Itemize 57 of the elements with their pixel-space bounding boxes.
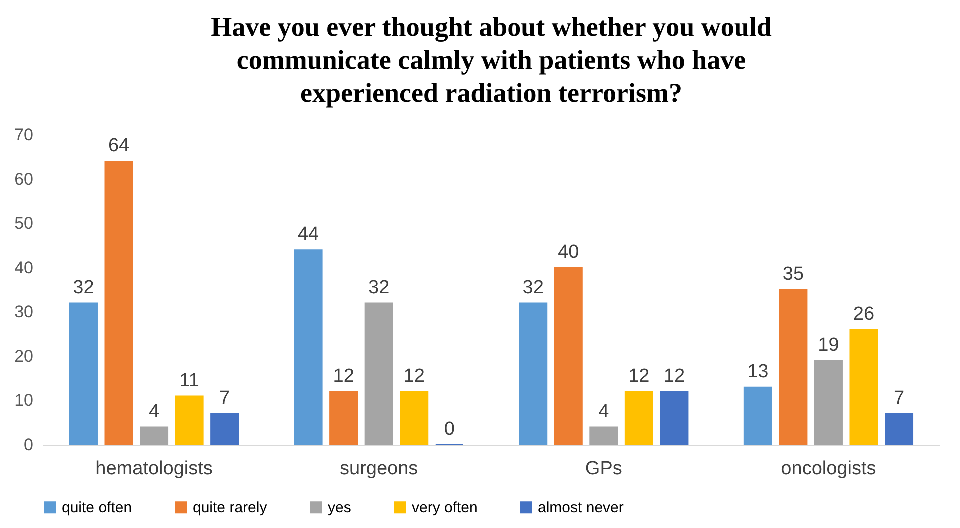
x-tick-label: surgeons bbox=[340, 458, 418, 480]
bar bbox=[175, 396, 204, 446]
y-tick-label: 30 bbox=[14, 302, 34, 322]
data-label: 12 bbox=[628, 366, 650, 387]
y-tick-label: 0 bbox=[24, 436, 34, 454]
bar bbox=[294, 250, 323, 446]
bar bbox=[519, 302, 548, 446]
bar bbox=[554, 267, 583, 446]
legend-label: almost never bbox=[538, 500, 624, 517]
data-label: 32 bbox=[368, 277, 390, 298]
bar bbox=[400, 391, 429, 446]
bar bbox=[660, 391, 689, 446]
bar bbox=[330, 391, 358, 446]
x-tick-label: GPs bbox=[585, 458, 622, 480]
y-tick-label: 20 bbox=[14, 346, 34, 366]
bar bbox=[210, 414, 240, 446]
data-label: 0 bbox=[444, 419, 455, 440]
data-label: 64 bbox=[108, 136, 130, 157]
data-label: 19 bbox=[818, 334, 840, 356]
bar bbox=[104, 161, 134, 446]
data-label: 12 bbox=[664, 366, 686, 387]
bar bbox=[140, 426, 169, 446]
x-tick-label: oncologists bbox=[781, 458, 876, 480]
bar bbox=[885, 414, 914, 446]
data-label: 7 bbox=[894, 388, 905, 409]
y-tick-label: 50 bbox=[14, 214, 34, 234]
bar bbox=[744, 386, 772, 446]
legend-label: very often bbox=[412, 500, 478, 517]
y-tick-label: 40 bbox=[14, 258, 34, 278]
y-tick-label: 60 bbox=[14, 170, 34, 189]
data-label: 35 bbox=[782, 264, 804, 285]
bar bbox=[590, 426, 618, 446]
data-label: 11 bbox=[180, 370, 200, 392]
legend-label: quite rarely bbox=[193, 500, 268, 517]
bar bbox=[779, 290, 808, 446]
y-tick-label: 70 bbox=[14, 126, 34, 144]
y-tick-label: 10 bbox=[14, 391, 34, 410]
bar bbox=[69, 302, 98, 446]
legend-label: yes bbox=[328, 500, 352, 517]
data-label: 44 bbox=[298, 224, 320, 246]
data-label: 26 bbox=[853, 304, 875, 325]
bar bbox=[624, 391, 654, 446]
data-label: 7 bbox=[220, 388, 230, 409]
data-label: 4 bbox=[598, 401, 610, 422]
chart-title: Have you ever thought about whether you would communicate calmly with patients who have experienced radiation terrorism? bbox=[211, 12, 772, 108]
bar bbox=[814, 360, 843, 446]
data-label: 12 bbox=[404, 366, 425, 387]
data-label: 32 bbox=[522, 277, 544, 298]
legend-label: quite often bbox=[62, 500, 132, 517]
data-label: 13 bbox=[748, 361, 769, 382]
data-label: 12 bbox=[333, 366, 354, 387]
data-label: 40 bbox=[558, 242, 580, 263]
bar bbox=[364, 302, 394, 446]
data-label: 32 bbox=[73, 277, 94, 298]
bar bbox=[850, 329, 878, 446]
x-tick-label: hematologists bbox=[96, 458, 213, 480]
data-label: 4 bbox=[148, 401, 160, 422]
